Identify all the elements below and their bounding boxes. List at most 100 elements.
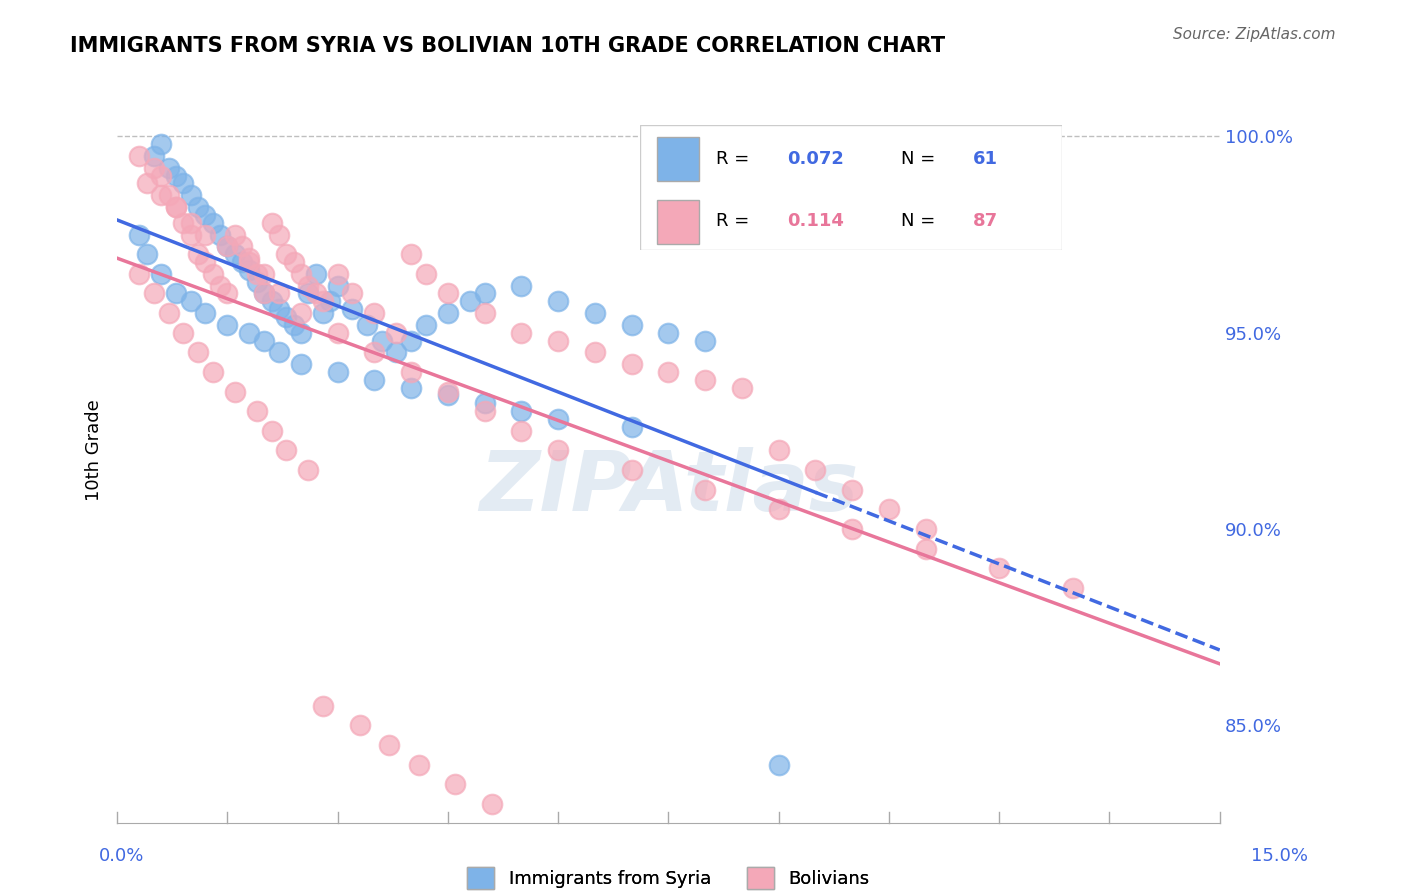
Point [150, 188, 173, 202]
Point [371, 334, 394, 348]
Point [135, 177, 157, 191]
Text: 15.0%: 15.0% [1250, 847, 1308, 865]
Point [194, 227, 217, 242]
Point [187, 345, 209, 359]
Point [695, 334, 717, 348]
Point [283, 255, 305, 269]
Point [474, 306, 496, 320]
Point [363, 345, 385, 359]
Point [547, 412, 569, 426]
Point [399, 334, 422, 348]
Point [276, 443, 298, 458]
Point [841, 483, 863, 497]
Point [194, 306, 217, 320]
Point [217, 239, 239, 253]
Point [363, 373, 385, 387]
Point [804, 463, 827, 477]
Point [180, 227, 202, 242]
Point [253, 286, 276, 301]
Point [657, 365, 679, 379]
Point [695, 373, 717, 387]
Point [142, 286, 165, 301]
Point [217, 286, 239, 301]
Point [437, 286, 460, 301]
Point [209, 278, 232, 293]
Point [297, 463, 319, 477]
Point [731, 381, 754, 395]
Point [180, 294, 202, 309]
Point [231, 255, 253, 269]
Point [620, 420, 643, 434]
Text: N =: N = [901, 212, 941, 230]
FancyBboxPatch shape [657, 137, 699, 181]
Point [356, 318, 378, 332]
Point [283, 318, 305, 332]
Point [415, 267, 437, 281]
Point [253, 334, 276, 348]
Point [304, 267, 326, 281]
Point [385, 345, 408, 359]
Point [474, 396, 496, 410]
Point [172, 177, 194, 191]
Point [260, 294, 283, 309]
Point [150, 169, 173, 183]
Text: R =: R = [716, 150, 755, 168]
Point [768, 502, 790, 516]
Point [290, 357, 312, 371]
Point [224, 384, 246, 399]
Point [378, 738, 401, 752]
Point [326, 278, 349, 293]
Point [620, 318, 643, 332]
Point [583, 306, 606, 320]
Point [246, 404, 269, 418]
Point [695, 483, 717, 497]
Point [217, 318, 239, 332]
Point [142, 149, 165, 163]
Point [238, 326, 260, 340]
Point [547, 334, 569, 348]
Point [238, 255, 260, 269]
Point [841, 522, 863, 536]
Point [363, 306, 385, 320]
Text: 0.072: 0.072 [787, 150, 844, 168]
Point [914, 541, 936, 556]
Point [657, 326, 679, 340]
Point [128, 267, 150, 281]
Point [399, 365, 422, 379]
Point [180, 216, 202, 230]
Point [267, 302, 290, 317]
Text: IMMIGRANTS FROM SYRIA VS BOLIVIAN 10TH GRADE CORRELATION CHART: IMMIGRANTS FROM SYRIA VS BOLIVIAN 10TH G… [70, 36, 945, 55]
Point [253, 267, 276, 281]
Point [620, 463, 643, 477]
Point [290, 306, 312, 320]
Point [304, 286, 326, 301]
Point [135, 247, 157, 261]
Point [201, 365, 224, 379]
Text: 0.114: 0.114 [787, 212, 844, 230]
Point [474, 404, 496, 418]
Point [510, 424, 533, 438]
Text: 61: 61 [973, 150, 998, 168]
Point [217, 239, 239, 253]
Point [914, 522, 936, 536]
Text: N =: N = [901, 150, 941, 168]
Point [877, 502, 900, 516]
Point [583, 345, 606, 359]
Point [349, 718, 371, 732]
Point [768, 757, 790, 772]
Point [231, 239, 253, 253]
Text: R =: R = [716, 212, 761, 230]
Point [437, 306, 460, 320]
Point [187, 200, 209, 214]
Point [180, 188, 202, 202]
Point [187, 247, 209, 261]
Point [267, 227, 290, 242]
Point [399, 381, 422, 395]
Point [128, 149, 150, 163]
Point [246, 275, 269, 289]
Point [399, 247, 422, 261]
Point [142, 161, 165, 175]
Point [201, 216, 224, 230]
Point [194, 255, 217, 269]
Text: 0.0%: 0.0% [98, 847, 143, 865]
